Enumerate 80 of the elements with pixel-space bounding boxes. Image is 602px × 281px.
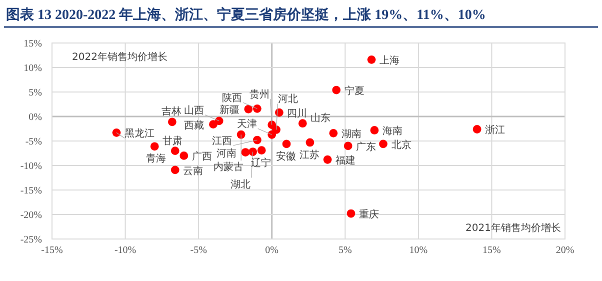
point: [241, 148, 250, 156]
annotation: 安徽: [276, 150, 296, 162]
annotation: 北京: [391, 138, 412, 151]
annotation: 重庆: [359, 208, 380, 221]
annotation: 黑龙江: [124, 128, 154, 140]
point: [268, 120, 276, 130]
point: [214, 116, 224, 126]
annotation: 吉林: [162, 105, 182, 118]
annotation: 辽宁: [251, 156, 272, 169]
annotation: 陕西: [222, 92, 242, 104]
point: [329, 128, 338, 138]
x-tick-label: 15%: [482, 245, 501, 256]
y-tick-label: 5%: [28, 88, 42, 98]
point: [248, 148, 258, 156]
annotation: 宁夏: [344, 85, 364, 98]
annotation: 上海: [380, 54, 400, 67]
point: [370, 126, 379, 134]
annotation: 四川: [287, 108, 308, 120]
y-tick-label: -10%: [20, 161, 42, 172]
y-tick-label: -15%: [20, 186, 42, 196]
point: [168, 118, 176, 126]
point: [344, 142, 352, 150]
point: [253, 104, 262, 113]
x-tick-label: -15%: [41, 245, 63, 256]
point: [323, 155, 332, 164]
annotation: 湖南: [341, 128, 362, 140]
point: [282, 140, 291, 148]
annotation: 内蒙古: [214, 161, 244, 174]
point: [236, 130, 246, 139]
annotation: 河南: [216, 147, 236, 160]
point: [170, 146, 180, 155]
annotation: 贵州: [249, 88, 270, 100]
annotation: 江苏: [299, 148, 320, 161]
annotation: 云南: [183, 164, 204, 177]
x-tick-label: 10%: [409, 245, 428, 256]
y-tick-label: 10%: [24, 63, 42, 74]
chart-title: 图表 13 2020-2022 年上海、浙江、宁夏三省房价坚挺，上涨 19%、11%、10%: [6, 6, 486, 23]
point: [332, 86, 341, 94]
point: [346, 209, 356, 218]
annotation: 福建: [336, 154, 356, 167]
point: [257, 146, 266, 155]
point: [253, 136, 262, 144]
point: [298, 119, 307, 128]
annotation: 天津: [236, 118, 257, 130]
annotation: 河北: [278, 93, 298, 106]
x-tick-label: -5%: [190, 245, 207, 256]
point: [150, 142, 159, 151]
annotation: 海南: [382, 125, 402, 138]
x-tick-label: 5%: [338, 245, 352, 256]
x-axis-title: 2021年销售均价增长: [466, 222, 561, 234]
point: [112, 128, 121, 137]
x-tick-label: 20%: [556, 245, 574, 256]
point: [244, 104, 253, 114]
y-tick-label: -25%: [20, 234, 42, 246]
y-tick-label: -20%: [20, 210, 42, 221]
point: [379, 140, 388, 148]
y-tick-label: 15%: [24, 38, 42, 50]
y-tick-label: 0%: [28, 112, 42, 123]
annotation: 青海: [146, 152, 166, 164]
annotation: 西藏: [184, 119, 204, 132]
point: [472, 125, 482, 134]
annotation: 山东: [310, 112, 331, 124]
point: [306, 138, 314, 147]
x-tick-label: -10%: [114, 245, 136, 256]
annotation: 新疆: [219, 104, 240, 116]
point: [367, 55, 376, 64]
point: [209, 120, 218, 129]
y-axis-title: 2022年销售均价增长: [72, 51, 168, 63]
y-tick-label: -5%: [25, 136, 42, 148]
annotation: 广东: [356, 140, 376, 153]
annotation: 浙江: [485, 124, 506, 136]
point: [170, 166, 180, 174]
annotation: 广西: [192, 150, 212, 163]
x-tick-label: 0%: [265, 245, 279, 256]
annotation: 山西: [184, 104, 204, 116]
point: [180, 152, 188, 160]
annotation: 江西: [212, 135, 232, 148]
point: [274, 108, 284, 117]
annotation: 湖北: [230, 178, 250, 190]
annotation: 甘肃: [162, 134, 183, 147]
